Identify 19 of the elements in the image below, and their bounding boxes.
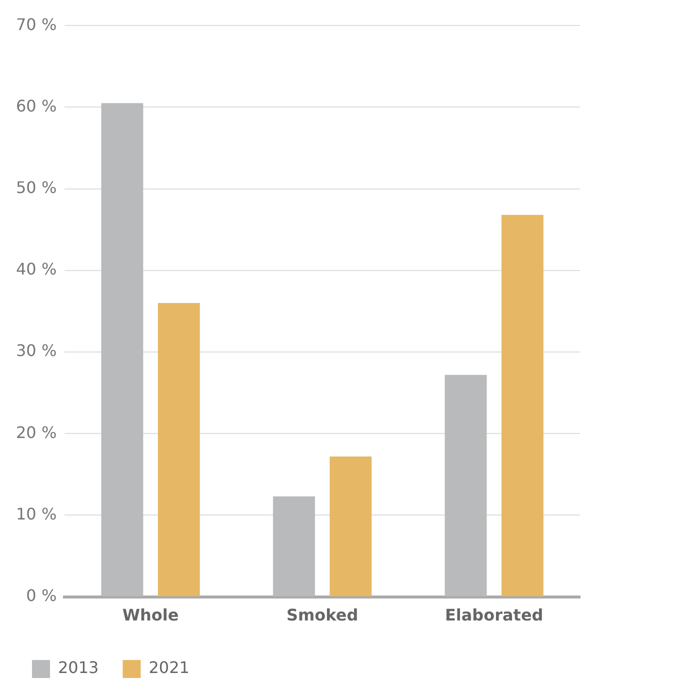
x-tick-label: Elaborated <box>444 606 544 625</box>
legend-label: 2013 <box>58 658 99 678</box>
x-tick-label: Whole <box>122 606 179 625</box>
x-tick-label: Smoked <box>286 606 358 625</box>
bar <box>444 374 487 596</box>
y-tick-label: 60 % <box>16 96 57 116</box>
bar <box>158 303 200 596</box>
y-tick-label: 0 % <box>26 586 57 605</box>
y-tick-label: 70 % <box>16 14 57 34</box>
y-tick-label: 40 % <box>16 260 57 279</box>
y-tick-label: 30 % <box>16 341 57 360</box>
bar <box>330 456 372 596</box>
y-tick-label: 50 % <box>16 178 57 197</box>
legend-label: 2021 <box>148 658 190 678</box>
y-tick-label: 20 % <box>16 422 57 442</box>
y-tick-label: 10 % <box>16 504 57 524</box>
bar <box>101 103 144 596</box>
bar <box>501 214 544 596</box>
bar <box>273 496 315 596</box>
